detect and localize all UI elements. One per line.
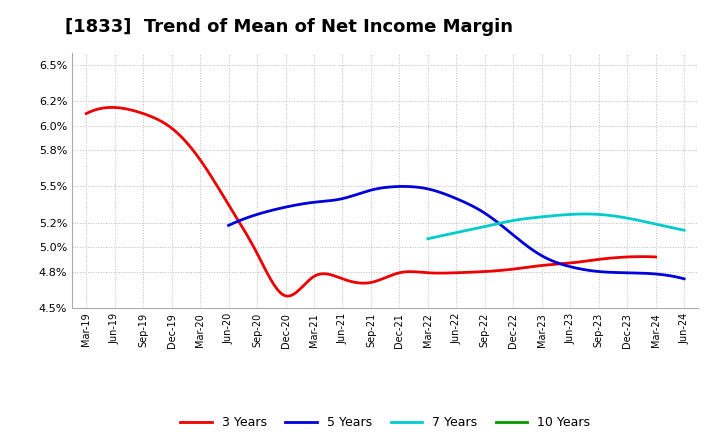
5 Years — [639, 271, 647, 276]
5 Years — [495, 221, 504, 227]
5 Years — [610, 270, 618, 275]
7 Years — [581, 211, 590, 216]
3 Years — [82, 111, 91, 116]
3 Years — [652, 254, 660, 260]
7 Years — [680, 227, 688, 233]
5 Years — [400, 184, 408, 189]
Line: 5 Years: 5 Years — [229, 187, 684, 279]
Legend: 3 Years, 5 Years, 7 Years, 10 Years: 3 Years, 5 Years, 7 Years, 10 Years — [176, 411, 595, 434]
Line: 3 Years: 3 Years — [86, 107, 656, 296]
5 Years — [505, 229, 513, 234]
3 Years — [423, 270, 431, 275]
7 Years — [423, 236, 432, 242]
3 Years — [84, 110, 92, 115]
5 Years — [225, 223, 233, 228]
3 Years — [425, 270, 433, 275]
3 Years — [566, 260, 575, 266]
7 Years — [575, 212, 584, 217]
3 Years — [107, 105, 115, 110]
7 Years — [640, 219, 649, 224]
Text: [1833]  Trend of Mean of Net Income Margin: [1833] Trend of Mean of Net Income Margi… — [65, 18, 513, 36]
5 Years — [497, 223, 505, 228]
7 Years — [576, 211, 585, 216]
3 Years — [434, 271, 443, 276]
7 Years — [580, 211, 589, 216]
Line: 7 Years: 7 Years — [428, 214, 684, 239]
7 Years — [425, 236, 433, 241]
5 Years — [680, 276, 688, 282]
3 Years — [602, 256, 611, 261]
3 Years — [284, 293, 292, 299]
7 Years — [657, 223, 665, 228]
5 Years — [226, 222, 235, 227]
